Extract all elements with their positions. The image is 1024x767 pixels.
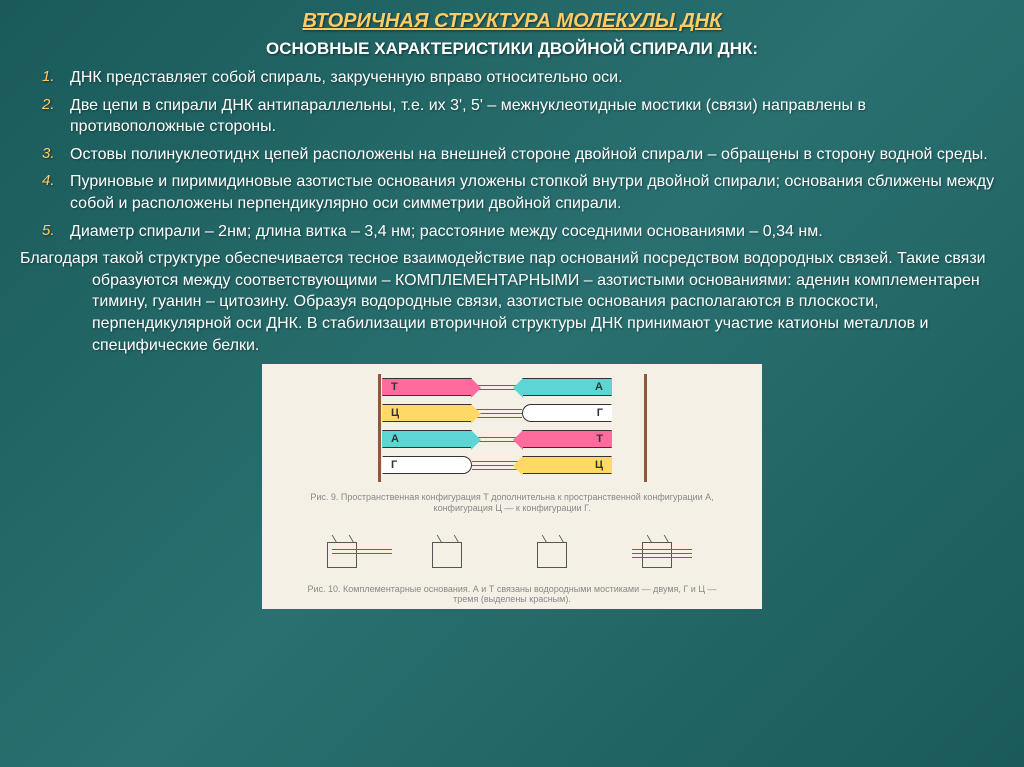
base-left: Ц bbox=[382, 404, 472, 422]
list-item: 3. Остовы полинуклеотиднх цепей располож… bbox=[70, 144, 1004, 166]
list-text: Остовы полинуклеотиднх цепей расположены… bbox=[70, 144, 988, 166]
slide-title: ВТОРИЧНАЯ СТРУКТУРА МОЛЕКУЛЫ ДНК bbox=[20, 10, 1004, 33]
base-left: Г bbox=[382, 456, 472, 474]
base-left: А bbox=[382, 430, 472, 448]
figure-caption-2: Рис. 10. Комплементарные основания. А и … bbox=[302, 584, 722, 606]
list-text: Пуриновые и пиримидиновые азотистые осно… bbox=[70, 171, 1004, 214]
list-number: 3. bbox=[42, 144, 70, 166]
list-item: 1. ДНК представляет собой спираль, закру… bbox=[70, 67, 1004, 89]
list-number: 5. bbox=[42, 221, 70, 243]
base-right: Т bbox=[522, 430, 612, 448]
list-item: 2. Две цепи в спирали ДНК антипараллельн… bbox=[70, 95, 1004, 138]
slide-content: ВТОРИЧНАЯ СТРУКТУРА МОЛЕКУЛЫ ДНК ОСНОВНЫ… bbox=[0, 0, 1024, 609]
base-left: Т bbox=[382, 378, 472, 396]
base-right: Г bbox=[522, 404, 612, 422]
list-text: Диаметр спирали – 2нм; длина витка – 3,4… bbox=[70, 221, 823, 243]
backbone-left bbox=[378, 374, 381, 482]
list-number: 1. bbox=[42, 67, 70, 89]
slide-subtitle: ОСНОВНЫЕ ХАРАКТЕРИСТИКИ ДВОЙНОЙ СПИРАЛИ … bbox=[20, 39, 1004, 59]
molecular-bonds bbox=[332, 549, 692, 558]
figure-caption-1: Рис. 9. Пространственная конфигурация Т … bbox=[302, 492, 722, 514]
base-pair-row: АТ bbox=[382, 428, 642, 450]
base-pairs-diagram: ТАЦГАТГЦ bbox=[382, 376, 642, 480]
list-item: 5. Диаметр спирали – 2нм; длина витка – … bbox=[70, 221, 1004, 243]
list-item: 4. Пуриновые и пиримидиновые азотистые о… bbox=[70, 171, 1004, 214]
base-pair-row: ТА bbox=[382, 376, 642, 398]
characteristics-list: 1. ДНК представляет собой спираль, закру… bbox=[20, 67, 1004, 242]
list-text: Две цепи в спирали ДНК антипараллельны, … bbox=[70, 95, 1004, 138]
base-pair-row: ЦГ bbox=[382, 402, 642, 424]
summary-paragraph: Благодаря такой структуре обеспечивается… bbox=[20, 248, 1004, 356]
list-text: ДНК представляет собой спираль, закручен… bbox=[70, 67, 623, 89]
backbone-right bbox=[644, 374, 647, 482]
base-pair-row: ГЦ bbox=[382, 454, 642, 476]
dna-figure: ТАЦГАТГЦ Рис. 9. Пространственная конфиг… bbox=[262, 364, 762, 609]
list-number: 2. bbox=[42, 95, 70, 138]
list-number: 4. bbox=[42, 171, 70, 214]
figure-container: ТАЦГАТГЦ Рис. 9. Пространственная конфиг… bbox=[20, 364, 1004, 609]
base-right: А bbox=[522, 378, 612, 396]
base-right: Ц bbox=[522, 456, 612, 474]
